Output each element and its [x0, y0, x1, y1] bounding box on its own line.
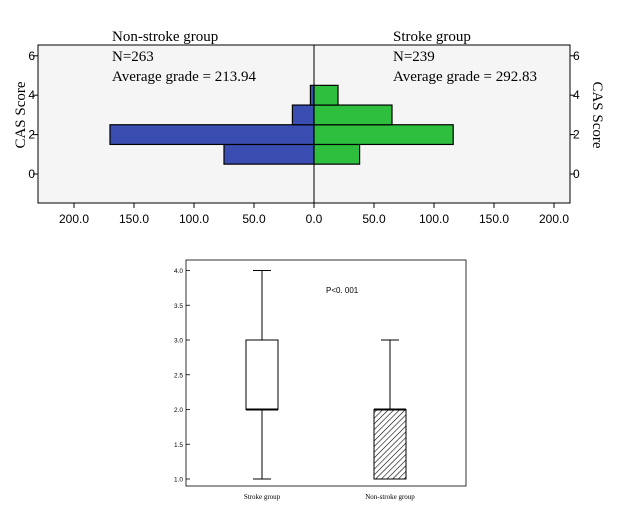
- x-tick-label: 200.0: [539, 212, 569, 226]
- x-tick-label: 200.0: [59, 212, 89, 226]
- x-tick-label: 100.0: [179, 212, 209, 226]
- stroke-bar: [313, 84, 339, 106]
- boxplot-plot-area: [185, 259, 467, 487]
- stroke-bar: [313, 143, 361, 165]
- stroke-bar: [313, 124, 454, 146]
- y-tick-label-right: 2: [573, 128, 580, 142]
- x-category-label: Stroke group: [244, 493, 281, 501]
- right-series-title: Stroke group: [393, 29, 471, 45]
- boxplot-x-labels: Stroke group Non-stroke group: [244, 493, 415, 501]
- boxplot-y-ticks: 1.0 1.5 2.0 2.5 3.0 3.5 4.0: [174, 268, 190, 484]
- stroke-box: [245, 339, 279, 410]
- right-series-average: Average grade = 292.83: [393, 69, 537, 85]
- y-tick-label: 4.0: [174, 268, 183, 275]
- histogram-chart: 0 0 2 2 4 4 6 6 200.0 150.0 100.0 50.0 0.0 50.0 100.0…: [13, 29, 605, 226]
- y-axis-label-left: CAS Score: [13, 81, 29, 148]
- non-stroke-box: [373, 409, 407, 480]
- y-tick-label: 2.5: [174, 372, 183, 379]
- y-tick-label-right: 6: [573, 49, 580, 63]
- histogram-y-ticks: 0 0 2 2 4 4 6 6: [28, 49, 580, 181]
- p-value-annotation: P<0. 001: [326, 286, 359, 295]
- stroke-bar: [313, 104, 393, 126]
- y-tick-label-left: 6: [28, 49, 35, 63]
- x-category-label: Non-stroke group: [365, 493, 415, 501]
- x-tick-label: 150.0: [479, 212, 509, 226]
- y-tick-label-right: 4: [573, 88, 580, 102]
- boxplot-chart: 1.0 1.5 2.0 2.5 3.0 3.5 4.0 Stroke group Non-st…: [174, 259, 467, 501]
- y-tick-label-left: 4: [28, 88, 35, 102]
- non-stroke-bar: [291, 104, 315, 126]
- y-tick-label-right: 0: [573, 167, 580, 181]
- y-tick-label-left: 0: [28, 167, 35, 181]
- y-axis-label-right: CAS Score: [589, 81, 605, 148]
- left-series-average: Average grade = 213.94: [112, 69, 256, 85]
- y-tick-label: 2.0: [174, 407, 183, 414]
- non-stroke-bar: [223, 143, 315, 165]
- x-tick-label: 0.0: [306, 212, 323, 226]
- x-tick-label: 100.0: [419, 212, 449, 226]
- x-tick-label: 50.0: [242, 212, 266, 226]
- non-stroke-bar: [109, 124, 315, 146]
- left-series-title: Non-stroke group: [112, 29, 218, 45]
- boxplot-boxes: [245, 270, 407, 480]
- y-tick-label-left: 2: [28, 128, 35, 142]
- histogram-x-ticks: 200.0 150.0 100.0 50.0 0.0 50.0 100.0 150.0 200.…: [59, 203, 569, 226]
- x-tick-label: 150.0: [119, 212, 149, 226]
- right-series-n: N=239: [393, 49, 435, 65]
- y-tick-label: 1.0: [174, 477, 183, 484]
- left-series-n: N=263: [112, 49, 154, 65]
- y-tick-label: 3.5: [174, 303, 183, 310]
- y-tick-label: 3.0: [174, 338, 183, 345]
- y-tick-label: 1.5: [174, 442, 183, 449]
- x-tick-label: 50.0: [362, 212, 386, 226]
